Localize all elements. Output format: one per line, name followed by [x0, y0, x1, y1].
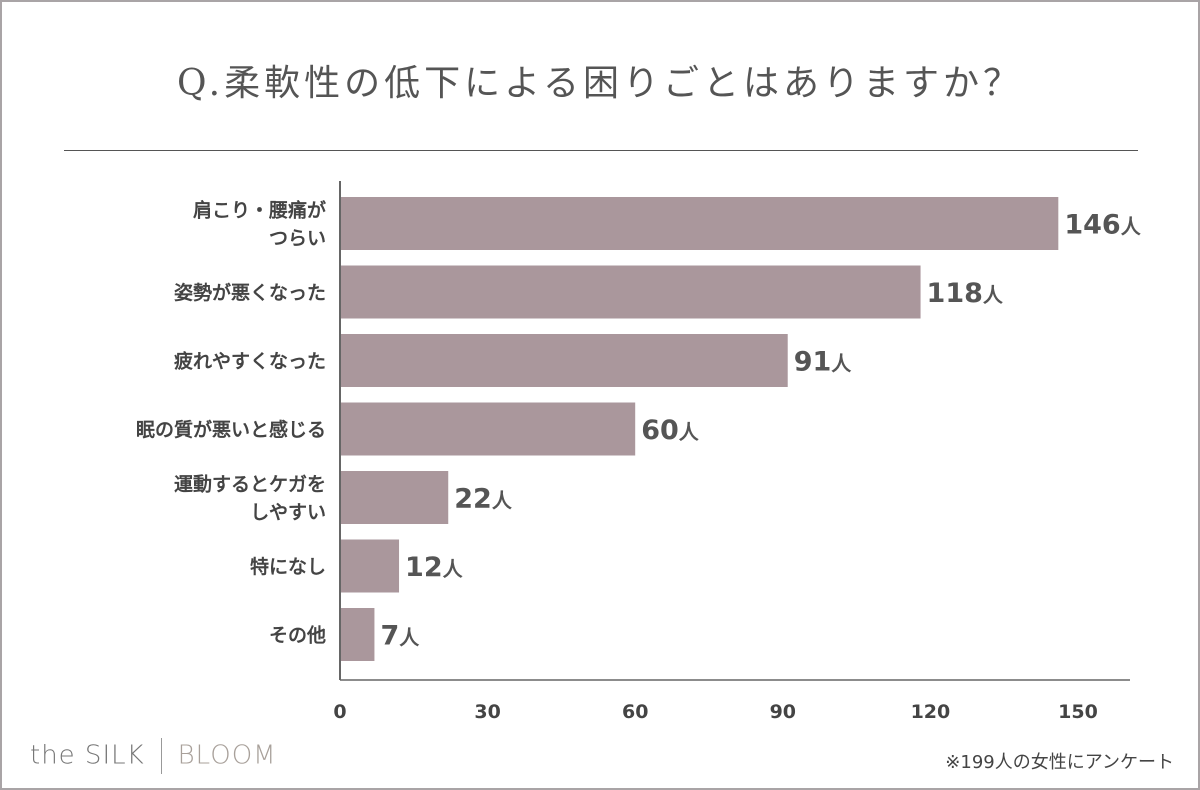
- x-tick-label: 90: [770, 701, 796, 723]
- category-label: しやすい: [250, 502, 326, 524]
- logo-left: the SILK: [30, 740, 145, 771]
- data-label: 91人: [794, 347, 853, 378]
- bar: [340, 608, 375, 661]
- chart-title: Q.柔軟性の低下による困りごとはありますか？: [176, 63, 1024, 104]
- x-tick-label: 150: [1058, 701, 1098, 723]
- data-label: 22人: [454, 484, 513, 515]
- category-label: 姿勢が悪くなった: [174, 281, 326, 304]
- brand-logo: the SILK BLOOM: [30, 738, 277, 774]
- logo-divider: [160, 738, 162, 774]
- category-label: 疲れやすくなった: [174, 350, 326, 373]
- data-label: 7人: [380, 621, 420, 652]
- bar: [340, 334, 788, 387]
- category-label: 眠の質が悪いと感じる: [136, 418, 326, 441]
- bar: [340, 539, 400, 593]
- category-label: 特になし: [250, 556, 326, 578]
- data-label: 60人: [641, 415, 700, 446]
- data-label: 146人: [1064, 210, 1141, 241]
- logo-right: BLOOM: [177, 740, 277, 771]
- bar: [340, 265, 921, 319]
- title-divider: [64, 150, 1138, 151]
- x-tick-label: 0: [333, 701, 346, 723]
- x-tick-label: 30: [474, 701, 500, 723]
- data-label: 118人: [927, 278, 1004, 309]
- x-tick-label: 60: [622, 701, 648, 723]
- category-label: 肩こり・腰痛が: [193, 199, 326, 222]
- bar: [340, 471, 449, 524]
- data-label: 12人: [405, 552, 464, 583]
- survey-note: ※199人の女性にアンケート: [945, 752, 1174, 773]
- x-tick-label: 120: [911, 701, 951, 723]
- category-label: 運動するとケガを: [174, 474, 326, 496]
- category-label: その他: [269, 624, 326, 647]
- category-label: つらい: [269, 228, 326, 250]
- bar: [340, 402, 636, 456]
- bar: [340, 197, 1059, 250]
